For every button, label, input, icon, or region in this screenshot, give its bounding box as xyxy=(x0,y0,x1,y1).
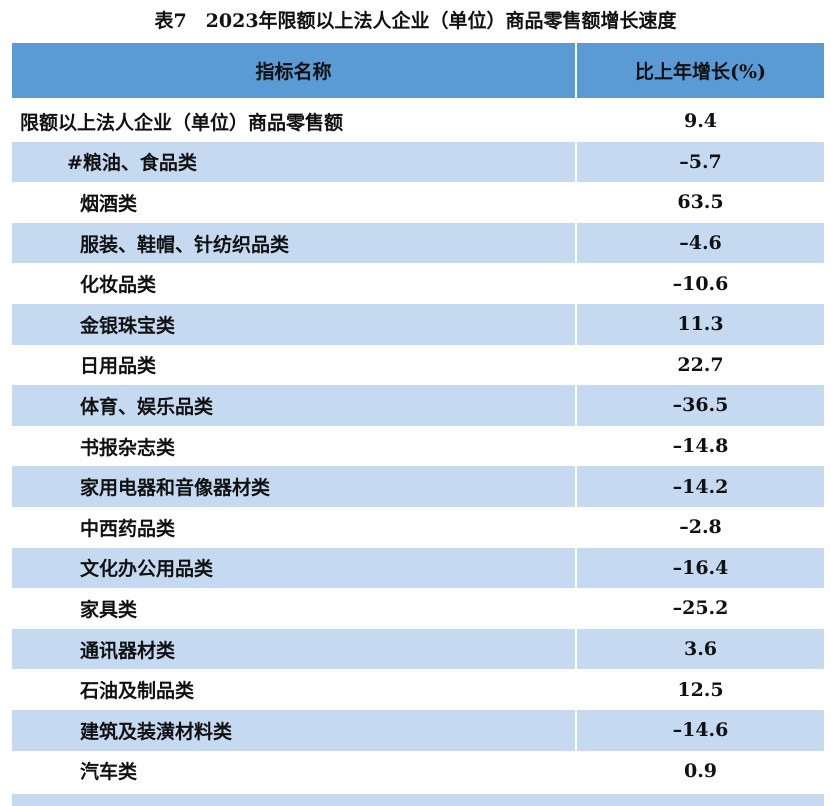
row-value: –14.2 xyxy=(577,466,824,507)
row-value: –14.8 xyxy=(672,435,729,458)
row-label: 服装、鞋帽、针纺织品类 xyxy=(12,222,575,264)
row-label: 体育、娱乐品类 xyxy=(12,385,575,426)
row-value: 12.5 xyxy=(677,678,724,701)
row-value: –36.5 xyxy=(577,385,824,426)
row-label: 家具类 xyxy=(80,598,138,621)
row-value: 9.4 xyxy=(683,110,718,133)
row-value: –14.6 xyxy=(577,710,824,751)
header-cell: 比上年增长(%) xyxy=(577,43,824,98)
table-title: 表7 2023年限额以上法人企业（单位）商品零售额增长速度 xyxy=(154,10,677,32)
row-value: 11.3 xyxy=(577,304,824,345)
row-value: –5.7 xyxy=(577,141,824,183)
row-label: 石油及制品类 xyxy=(80,680,195,703)
row-label: 书报杂志类 xyxy=(80,436,176,459)
row-label: #粮油、食品类 xyxy=(12,141,575,183)
row-value: –2.8 xyxy=(679,516,722,539)
row-value: –10.6 xyxy=(672,272,729,295)
row-value: 63.5 xyxy=(677,191,724,214)
row-label: 限额以上法人企业（单位）商品零售额 xyxy=(20,111,344,134)
row-label: 化妆品类 xyxy=(80,274,157,297)
row-value: 22.7 xyxy=(677,353,724,376)
header-cell: 指标名称 xyxy=(12,43,575,98)
row-label: 通讯器材类 xyxy=(12,628,575,670)
row-value: 0.9 xyxy=(683,759,718,782)
row-label: 烟酒类 xyxy=(80,192,138,215)
row-label: 日用品类 xyxy=(80,355,157,378)
row-strip xyxy=(12,794,824,806)
row-value: 3.6 xyxy=(577,628,824,670)
row-label: 中西药品类 xyxy=(80,517,176,540)
row-label: 汽车类 xyxy=(80,761,138,784)
row-label: 文化办公用品类 xyxy=(12,547,575,589)
row-label: 家用电器和音像器材类 xyxy=(12,466,575,507)
row-label: 建筑及装潢材料类 xyxy=(12,710,575,751)
row-value: –16.4 xyxy=(577,547,824,589)
row-label: 金银珠宝类 xyxy=(12,304,575,345)
row-value: –4.6 xyxy=(577,222,824,264)
row-value: –25.2 xyxy=(672,597,729,620)
